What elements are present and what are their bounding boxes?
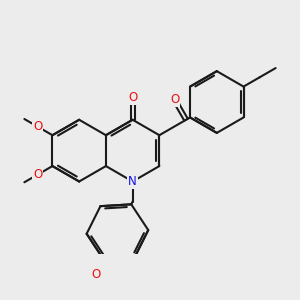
Text: O: O <box>170 93 179 106</box>
Text: N: N <box>128 175 137 188</box>
Text: O: O <box>128 91 137 104</box>
Text: O: O <box>33 120 42 133</box>
Text: O: O <box>92 268 101 281</box>
Text: O: O <box>33 168 42 181</box>
